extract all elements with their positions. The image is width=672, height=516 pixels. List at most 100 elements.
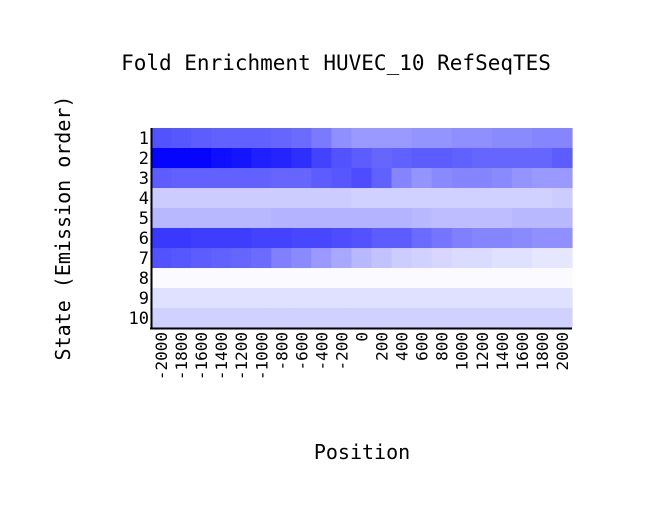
heatmap-cell xyxy=(531,228,553,249)
heatmap-cell xyxy=(531,188,553,209)
heatmap-cell xyxy=(531,248,553,269)
heatmap-cell xyxy=(311,268,333,289)
heatmap-cell xyxy=(231,128,252,149)
heatmap-cell xyxy=(491,208,513,229)
heatmap-cell xyxy=(551,228,573,249)
heatmap-cell xyxy=(311,128,333,149)
heatmap-cell xyxy=(351,188,373,209)
heatmap-cell xyxy=(371,188,393,209)
heatmap-cell xyxy=(491,188,513,209)
heatmap-cell xyxy=(431,308,453,329)
heatmap-cell xyxy=(411,248,433,269)
heatmap-cell xyxy=(491,308,513,329)
heatmap-cell xyxy=(291,168,312,189)
heatmap-cell xyxy=(291,248,312,269)
heatmap-cell xyxy=(171,308,192,329)
heatmap-cell xyxy=(351,128,373,149)
y-tick-label: 3 xyxy=(139,169,149,189)
heatmap-cell xyxy=(511,168,533,189)
x-tick-label: -800 xyxy=(272,332,291,371)
heatmap-cell xyxy=(411,208,433,229)
heatmap-cell xyxy=(171,228,192,249)
heatmap-cell xyxy=(471,208,493,229)
heatmap-cell xyxy=(551,288,573,309)
heatmap-cell xyxy=(491,288,513,309)
heatmap-cell xyxy=(491,148,513,169)
heatmap-cell xyxy=(511,188,533,209)
heatmap-cell xyxy=(291,148,312,169)
heatmap-cell xyxy=(371,288,393,309)
heatmap-cell xyxy=(231,208,252,229)
heatmap-cell xyxy=(251,128,272,149)
x-tick-labels: -2000 -1800 -1600 -1400 -1200 -1000 -800 -600 -4… xyxy=(152,332,572,380)
heatmap-cell xyxy=(171,128,192,149)
heatmap-cell xyxy=(471,268,493,289)
heatmap-cell xyxy=(191,188,212,209)
heatmap-cell xyxy=(231,288,252,309)
heatmap-cell xyxy=(171,148,192,169)
heatmap-cell xyxy=(151,268,172,289)
x-tick-label: 1800 xyxy=(533,332,552,371)
heatmap-cell xyxy=(311,208,333,229)
heatmap-cell xyxy=(251,148,272,169)
heatmap-cell xyxy=(451,228,473,249)
heatmap-cell xyxy=(151,308,172,329)
x-tick-label: -1800 xyxy=(172,332,191,380)
heatmap-cell xyxy=(471,248,493,269)
heatmap-cell xyxy=(331,208,353,229)
heatmap-cell xyxy=(251,188,272,209)
heatmap-cell xyxy=(531,148,553,169)
heatmap-cell xyxy=(371,128,393,149)
heatmap-cell xyxy=(271,168,292,189)
heatmap-cell xyxy=(351,148,373,169)
heatmap-cell xyxy=(151,208,172,229)
heatmap-cell xyxy=(171,268,192,289)
heatmap-cell xyxy=(211,128,232,149)
heatmap-cell xyxy=(331,288,353,309)
heatmap-cell xyxy=(331,148,353,169)
heatmap-cell xyxy=(391,208,413,229)
y-tick-label: 7 xyxy=(139,249,149,269)
heatmap-cell xyxy=(251,288,272,309)
heatmap-cell xyxy=(231,268,252,289)
heatmap-cell xyxy=(551,268,573,289)
heatmap-cell xyxy=(511,128,533,149)
heatmap-cell xyxy=(371,168,393,189)
heatmap-cell xyxy=(391,168,413,189)
heatmap-cell xyxy=(331,308,353,329)
x-tick-label: 0 xyxy=(353,332,372,342)
heatmap-cell xyxy=(471,168,493,189)
heatmap-cell xyxy=(471,308,493,329)
heatmap-cell xyxy=(551,248,573,269)
heatmap-cell xyxy=(171,168,192,189)
heatmap-cell xyxy=(251,268,272,289)
heatmap-cell xyxy=(471,228,493,249)
heatmap-cell xyxy=(451,288,473,309)
heatmap-cell xyxy=(411,168,433,189)
heatmap-cell xyxy=(431,248,453,269)
heatmap-cell xyxy=(511,208,533,229)
heatmap-cell xyxy=(211,308,232,329)
heatmap-cell xyxy=(511,248,533,269)
heatmap-cell xyxy=(511,288,533,309)
heatmap-cell xyxy=(491,168,513,189)
heatmap-cell xyxy=(311,288,333,309)
x-tick-label: 400 xyxy=(393,332,412,361)
heatmap-cell xyxy=(451,188,473,209)
heatmap-cell xyxy=(471,148,493,169)
heatmap-cell xyxy=(451,208,473,229)
heatmap-cell xyxy=(291,208,312,229)
heatmap-cell xyxy=(531,128,553,149)
heatmap-cell xyxy=(351,288,373,309)
heatmap-cell xyxy=(211,268,232,289)
heatmap-cell xyxy=(391,148,413,169)
heatmap-cell xyxy=(411,188,433,209)
heatmap-cell xyxy=(311,188,333,209)
heatmap-cell xyxy=(191,288,212,309)
heatmap-cell xyxy=(451,168,473,189)
heatmap-cell xyxy=(291,188,312,209)
x-tick-label: 600 xyxy=(413,332,432,361)
heatmap-cell xyxy=(451,128,473,149)
heatmap-cell xyxy=(271,208,292,229)
